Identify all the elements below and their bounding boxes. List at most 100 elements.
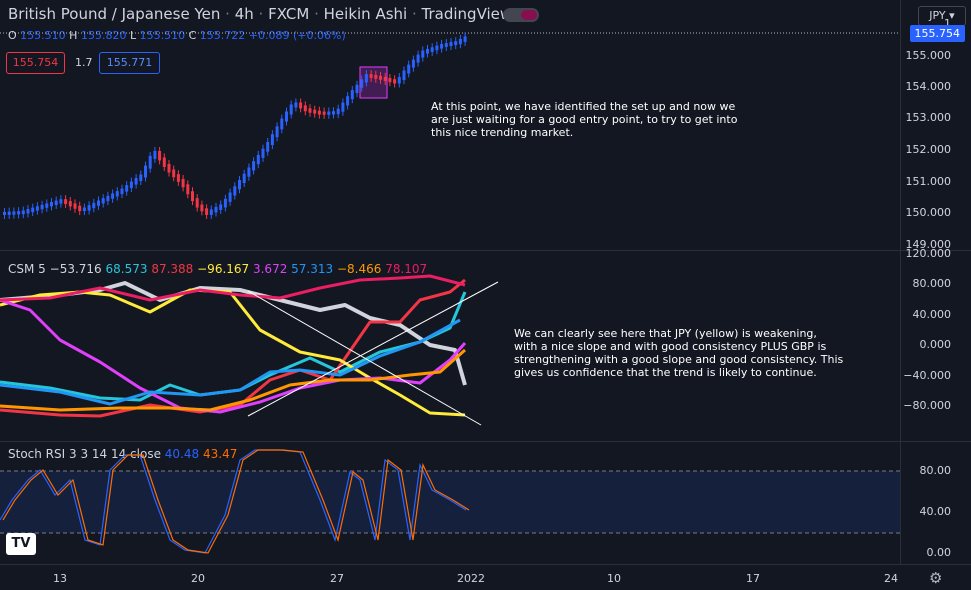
market-status-toggle[interactable] [503,8,539,22]
buy-button[interactable]: 155.771 [99,52,160,74]
stoch-k-value: 40.48 [164,447,200,461]
high-value: 155.820 [80,29,127,42]
csm-lines-group [0,274,467,418]
candle-body [308,108,312,113]
candle-body [167,163,171,173]
candle-body [59,199,63,204]
csm-line-3 [0,288,466,417]
gear-icon[interactable]: ⚙ [929,569,943,587]
candle-body [402,70,406,81]
chart-header: British Pound / Japanese Yen · 4h · FXCM… [8,5,513,23]
candle-body [313,109,317,114]
candle-body [186,184,190,195]
csm-line-5 [0,318,461,406]
candle-body [97,200,100,206]
time-axis-label: 10 [607,572,621,585]
price-axis-label: 151.000 [905,175,952,188]
candle-body [176,174,180,182]
candle-body [444,43,448,47]
candle-body [158,150,162,161]
high-label: H [69,29,78,42]
symbol-title[interactable]: British Pound / Japanese Yen [8,5,221,23]
close-value: 155.722 [199,29,246,42]
source-label: TradingView [421,5,513,23]
change-value: +0.089 (+0.06%) [248,29,346,42]
csm-line-4 [0,298,467,414]
csm-axis-label: 0.000 [919,338,952,351]
time-axis-label: 2022 [457,572,485,585]
candle-body [341,102,345,112]
candle-body [129,181,133,189]
candle-body [64,199,68,205]
currency-button[interactable]: JPY ▾ [918,6,966,26]
chart-style-label[interactable]: Heikin Ashi [323,5,408,23]
candle-body [397,77,401,84]
candle-body [238,180,241,190]
exchange-label: FXCM [268,5,310,23]
price-axis-label: 155.000 [905,49,952,62]
candle-body [120,188,124,195]
candle-body [148,155,152,169]
candle-body [40,204,44,210]
tradingview-logo[interactable]: TV [6,533,36,555]
stoch-axis-label: 40.00 [919,505,952,518]
candle-body [214,206,218,213]
csm-axis-label: −80.000 [903,399,951,412]
candle-body [256,154,260,165]
candle-body [374,74,378,79]
sell-price: 155.754 [12,56,59,69]
csm-annotation[interactable]: We can clearly see here that JPY (yellow… [514,327,844,379]
csm-axis-label: −40.000 [903,369,951,382]
pane-separator-2[interactable] [0,441,971,442]
pane-separator-1[interactable] [0,250,971,251]
csm-value: 68.573 [101,262,148,276]
candle-body [92,202,96,209]
time-axis-label: 13 [53,572,67,585]
candle-body [303,105,307,112]
price-axis-label: 150.000 [905,206,952,219]
price-chart[interactable] [0,0,900,250]
interval-label[interactable]: 4h [234,5,254,23]
candle-body [327,111,331,115]
candle-body [350,90,354,100]
csm-value: 78.107 [381,262,428,276]
candle-body [54,200,58,205]
candle-body [270,134,274,145]
csm-chart[interactable] [0,251,900,441]
open-label: O [8,29,17,42]
csm-legend: CSM 5 −53.716 68.573 87.388 −96.167 3.67… [8,262,427,276]
candle-body [275,126,279,138]
candle-body [50,202,53,207]
sell-button[interactable]: 155.754 [6,52,65,74]
csm-value: 57.313 [287,262,334,276]
csm-title[interactable]: CSM 5 [8,262,46,276]
candle-body [17,211,21,215]
candle-body [3,211,6,215]
candle-body [317,110,321,115]
currency-label: JPY [929,9,946,22]
candle-body [285,111,288,122]
csm-line-0 [0,281,467,386]
candle-body [228,192,232,202]
candle-body [440,43,444,49]
candle-body [82,207,86,212]
candle-body [242,173,246,183]
candle-body [191,191,194,202]
candle-body [454,41,458,46]
price-axis-label: 149.000 [905,238,952,251]
spread-value: 1.7 [75,56,93,69]
candle-body [205,208,209,215]
stoch-chart[interactable] [0,442,900,564]
time-axis-label: 27 [330,572,344,585]
candle-body [172,169,176,178]
csm-value: −53.716 [49,262,102,276]
csm-line-6 [0,348,466,412]
candle-body [26,209,30,214]
candle-body [115,191,119,197]
price-annotation[interactable]: At this point, we have identified the se… [431,100,738,139]
csm-axis-label: 40.000 [912,308,952,321]
candle-body [388,77,392,83]
candle-body [45,203,49,208]
candle-body [266,142,270,152]
candle-body [393,79,397,84]
